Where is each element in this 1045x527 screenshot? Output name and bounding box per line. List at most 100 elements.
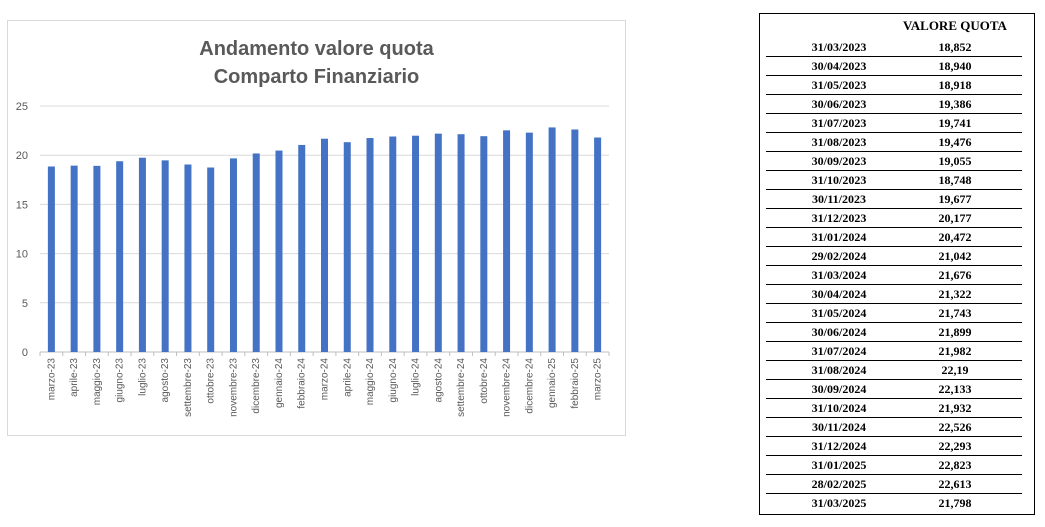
table-row: 31/08/2023 19,476 [760, 133, 1034, 152]
table-cell-value: 19,476 [938, 135, 972, 149]
bar [275, 150, 283, 352]
table-row: 31/03/2025 21,798 [760, 494, 1034, 513]
table-cell-value: 21,899 [938, 325, 972, 339]
bar [366, 138, 374, 352]
row-divider [766, 284, 1022, 285]
table-cell-date: 31/05/2023 [811, 78, 867, 92]
x-tick-label: marzo-24 [320, 358, 331, 401]
y-tick-label: 10 [16, 249, 28, 261]
table-cell-value: 19,741 [938, 116, 972, 130]
x-tick-label: marzo-23 [46, 358, 57, 401]
table-cell-value: 19,055 [938, 154, 972, 168]
row-divider [766, 322, 1022, 323]
x-tick-label: ottobre-23 [206, 358, 217, 404]
table-row: 31/12/2024 22,293 [760, 437, 1034, 456]
x-tick-label: maggio-23 [92, 358, 103, 406]
row-divider [766, 208, 1022, 209]
row-divider [766, 436, 1022, 437]
x-tick-label: marzo-25 [593, 358, 604, 401]
table-cell-date: 31/01/2024 [811, 230, 867, 244]
table-cell-date: 28/02/2025 [811, 477, 867, 491]
table-cell-date: 31/08/2024 [811, 363, 867, 377]
table-cell-value: 18,940 [938, 59, 972, 73]
chart-title-line-1: Andamento valore quota [199, 38, 434, 60]
x-tick-label: giugno-24 [388, 358, 399, 403]
table-row: 30/04/2023 18,940 [760, 57, 1034, 76]
row-divider [766, 132, 1022, 133]
bar [47, 166, 55, 352]
table-cell-value: 20,472 [938, 230, 972, 244]
bar-chart: 0 5 10 15 20 25 marzo-23 aprile-23 maggio-23 giug… [16, 101, 610, 417]
x-tick-label: dicembre-23 [251, 358, 262, 414]
table-row: 31/03/2023 18,852 [760, 38, 1034, 57]
table-cell-value: 22,526 [938, 420, 972, 434]
x-tick-label: novembre-24 [502, 358, 513, 417]
x-tick-label: agosto-24 [433, 358, 444, 403]
bar [321, 138, 328, 352]
bar [571, 129, 579, 352]
bar [434, 133, 442, 352]
row-divider [766, 189, 1022, 190]
table-row: 30/06/2024 21,899 [760, 323, 1034, 342]
row-divider [766, 398, 1022, 399]
table-row: 31/07/2024 21,982 [760, 342, 1034, 361]
table-cell-date: 31/07/2023 [811, 116, 867, 130]
table-cell-date: 31/10/2023 [811, 173, 867, 187]
table-row: 29/02/2024 21,042 [760, 247, 1034, 266]
table-cell-date: 31/03/2024 [811, 268, 867, 282]
row-divider [766, 227, 1022, 228]
table-row: 31/10/2024 21,932 [760, 399, 1034, 418]
table-cell-date: 31/07/2024 [811, 344, 867, 358]
bar [503, 130, 511, 352]
bar [207, 167, 215, 352]
chart-title: Andamento valore quota Comparto Finanzia… [8, 35, 625, 91]
y-tick-label: 0 [22, 347, 28, 359]
x-tick-label: gennaio-24 [274, 358, 285, 408]
table-cell-date: 30/11/2023 [811, 192, 866, 206]
table-header: VALORE QUOTA [903, 18, 1007, 33]
bar [343, 142, 351, 352]
table-cell-value: 21,743 [938, 306, 972, 320]
table-row: 30/09/2023 19,055 [760, 152, 1034, 171]
bar [184, 164, 192, 352]
y-tick-label: 25 [16, 101, 28, 113]
table-cell-value: 20,177 [938, 211, 972, 225]
x-tick-label: maggio-24 [365, 358, 376, 406]
table-cell-value: 22,293 [938, 439, 972, 453]
table-cell-date: 30/04/2024 [811, 287, 867, 301]
table-body: 31/03/2023 18,852 30/04/2023 18,940 31/05/20… [760, 38, 1034, 513]
table-cell-date: 31/08/2023 [811, 135, 867, 149]
table-cell-value: 22,613 [938, 477, 972, 491]
y-tick-label: 5 [22, 298, 28, 310]
x-tick-label: dicembre-24 [524, 358, 535, 414]
table-cell-date: 30/06/2024 [811, 325, 867, 339]
table-row: 31/08/2024 22,19 [760, 361, 1034, 380]
table-cell-value: 21,798 [938, 496, 972, 510]
table-cell-value: 18,852 [938, 40, 972, 54]
x-tick-label: giugno-23 [115, 358, 126, 403]
row-divider [766, 75, 1022, 76]
table-cell-date: 30/04/2023 [811, 59, 867, 73]
table-cell-date: 31/12/2024 [811, 439, 867, 453]
table-cell-date: 29/02/2024 [811, 249, 867, 263]
x-tick-label: settembre-23 [183, 358, 194, 417]
table-row: 30/11/2023 19,677 [760, 190, 1034, 209]
table-cell-date: 31/12/2023 [811, 211, 867, 225]
row-divider [766, 94, 1022, 95]
bar [229, 158, 237, 352]
x-tick-label: novembre-23 [228, 358, 239, 417]
row-divider [766, 379, 1022, 380]
x-tick-label: settembre-24 [456, 358, 467, 417]
bar [525, 132, 533, 352]
table-cell-value: 21,676 [938, 268, 972, 282]
row-divider [766, 474, 1022, 475]
bar [116, 161, 124, 352]
table-cell-date: 31/03/2023 [811, 40, 867, 54]
table-cell-value: 19,677 [938, 192, 972, 206]
x-tick-label: aprile-23 [69, 358, 80, 397]
table-row: 30/09/2024 22,133 [760, 380, 1034, 399]
table-cell-date: 30/09/2024 [811, 382, 867, 396]
chart-title-line-2: Comparto Finanziario [213, 66, 420, 88]
bar [480, 136, 488, 352]
bar [252, 153, 260, 352]
